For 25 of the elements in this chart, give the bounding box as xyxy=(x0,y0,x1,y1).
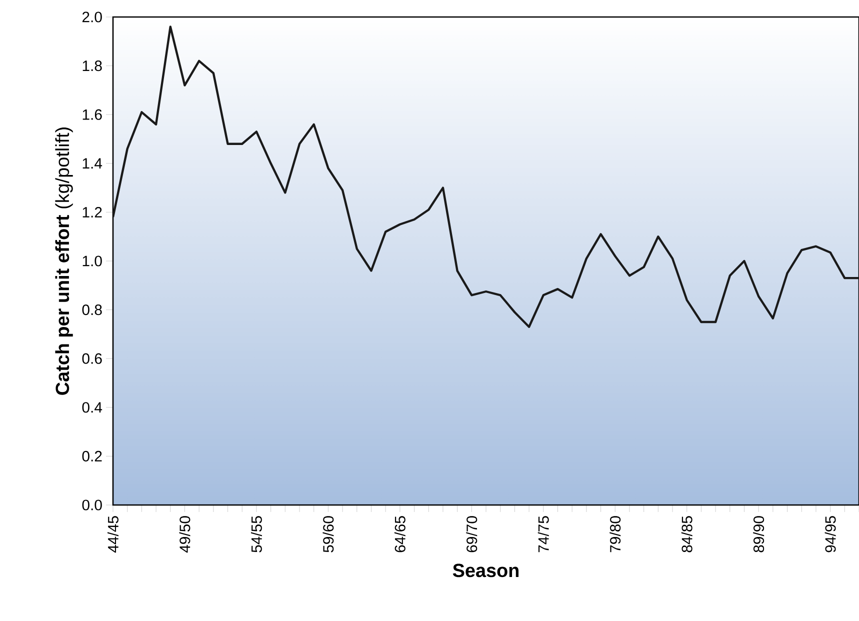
y-tick-label: 0.0 xyxy=(82,500,102,510)
x-tick-label: 84/85 xyxy=(681,516,692,552)
y-tick-label: 0.4 xyxy=(82,402,102,413)
y-tick-label: 0.8 xyxy=(82,304,102,316)
y-tick-label: 1.0 xyxy=(82,256,102,266)
x-tick-label: 69/70 xyxy=(466,516,478,552)
y-axis-title: Catch per unit effort (kg/potlift) xyxy=(55,128,73,395)
x-tick-label: 94/95 xyxy=(824,516,836,552)
x-tick-label: 44/45 xyxy=(108,516,118,553)
line-series xyxy=(113,26,859,328)
y-tick-label: 1.6 xyxy=(82,109,102,120)
y-tick-label: 1.2 xyxy=(82,206,102,218)
y-tick-label: 0.6 xyxy=(82,353,102,364)
y-tick-label: 1.8 xyxy=(82,60,102,72)
y-tick-label: 1.4 xyxy=(82,158,102,169)
y-tick-label: 0.2 xyxy=(82,450,102,462)
y-tick-label: 2.0 xyxy=(82,12,102,22)
x-tick-label: 54/55 xyxy=(250,516,262,552)
x-tick-label: 74/75 xyxy=(538,516,549,552)
x-axis-title: Season xyxy=(452,564,518,578)
x-tick-label: 64/65 xyxy=(394,516,406,552)
x-tick-label: 89/90 xyxy=(753,516,764,552)
x-tick-label: 49/50 xyxy=(179,516,190,553)
x-tick-label: 59/60 xyxy=(322,516,334,552)
x-tick-label: 79/80 xyxy=(610,516,621,552)
